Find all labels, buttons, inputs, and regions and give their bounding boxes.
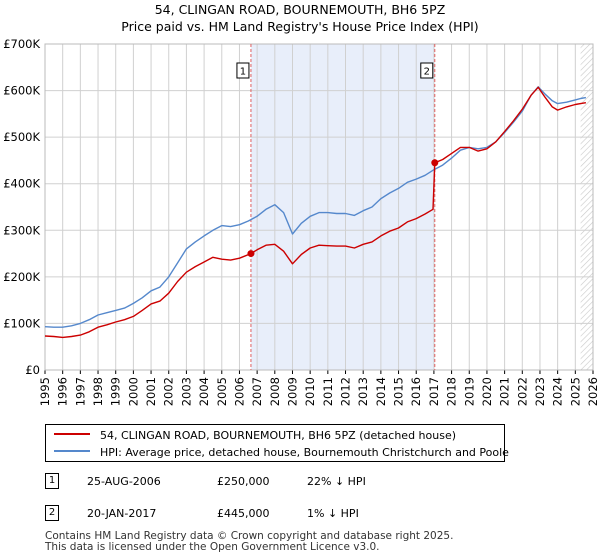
x-tick-label: 2022	[515, 377, 529, 406]
annotation-badge	[236, 62, 250, 79]
x-tick-label: 2006	[232, 377, 246, 406]
y-tick-label: £300K	[3, 223, 40, 237]
x-tick-label: 2018	[445, 377, 459, 406]
transaction-date: 25-AUG-2006	[87, 475, 161, 488]
annotation-badge-label: 2	[424, 67, 430, 78]
x-tick-label: 2001	[144, 377, 158, 406]
future-hatched-region	[580, 44, 593, 370]
x-tick-label: 2013	[356, 377, 370, 406]
legend: 54, CLINGAN ROAD, BOURNEMOUTH, BH6 5PZ (…	[45, 424, 509, 462]
series-line-property	[44, 86, 587, 339]
x-tick-label: 2000	[126, 377, 140, 406]
footer-attribution: Contains HM Land Registry data © Crown c…	[45, 531, 453, 553]
x-tick-label: 2016	[409, 377, 423, 406]
x-tick-label: 2004	[197, 377, 211, 406]
x-tick-label: 2025	[568, 377, 582, 406]
transaction-date: 20-JAN-2017	[87, 507, 157, 520]
x-tick-label: 2003	[179, 377, 193, 406]
transaction-point	[247, 250, 255, 258]
x-tick-label: 2008	[268, 377, 282, 406]
x-tick-label: 1995	[38, 377, 52, 406]
plot-border	[44, 43, 594, 371]
x-tick-label: 2017	[427, 377, 441, 406]
x-tick-label: 2020	[480, 377, 494, 406]
legend-swatch-hpi	[54, 450, 90, 452]
legend-label-hpi: HPI: Average price, detached house, Bour…	[100, 446, 509, 459]
legend-label-property: 54, CLINGAN ROAD, BOURNEMOUTH, BH6 5PZ (…	[100, 429, 457, 442]
x-tick-label: 1996	[56, 377, 70, 406]
y-tick-label: £700K	[3, 37, 40, 51]
transaction-hpi-diff: 1% ↓ HPI	[307, 507, 359, 520]
x-tick-label: 2026	[586, 377, 600, 406]
x-tick-label: 1997	[73, 377, 87, 406]
x-tick-label: 2014	[374, 377, 388, 406]
transaction-number-badge: 1	[45, 473, 59, 489]
series-line-hpi	[44, 86, 587, 328]
x-tick-label: 2023	[533, 377, 547, 406]
transaction-number-badge: 2	[45, 505, 59, 521]
x-tick-label: 2002	[162, 377, 176, 406]
footer-line-1: Contains HM Land Registry data © Crown c…	[45, 530, 454, 542]
chart-subtitle: Price paid vs. HM Land Registry's House …	[121, 19, 478, 34]
y-tick-label: £200K	[3, 270, 40, 284]
ownership-shaded-region	[250, 44, 435, 370]
x-tick-label: 1998	[91, 377, 105, 406]
transaction-price: £250,000	[217, 475, 270, 488]
annotation-badge	[420, 62, 434, 79]
transaction-price: £445,000	[217, 507, 270, 520]
x-tick-label: 2010	[303, 377, 317, 406]
y-tick-label: £400K	[3, 177, 40, 191]
footer-line-2: This data is licensed under the Open Gov…	[45, 541, 380, 553]
x-tick-label: 1999	[109, 377, 123, 406]
x-tick-label: 2012	[339, 377, 353, 406]
legend-item-property: 54, CLINGAN ROAD, BOURNEMOUTH, BH6 5PZ (…	[54, 428, 456, 444]
x-tick-label: 2009	[285, 377, 299, 406]
y-tick-label: £100K	[3, 316, 40, 330]
transaction-point	[431, 159, 439, 167]
y-tick-label: £600K	[3, 84, 40, 98]
x-tick-label: 2021	[498, 377, 512, 406]
x-tick-label: 2024	[551, 377, 565, 406]
x-tick-label: 2011	[321, 377, 335, 406]
y-tick-label: £0	[25, 363, 40, 377]
legend-swatch-property	[54, 433, 90, 435]
y-tick-label: £500K	[3, 130, 40, 144]
x-tick-label: 2005	[215, 377, 229, 406]
x-tick-label: 2019	[462, 377, 476, 406]
transaction-hpi-diff: 22% ↓ HPI	[307, 475, 366, 488]
price-chart: 54, CLINGAN ROAD, BOURNEMOUTH, BH6 5PZ P…	[3, 2, 600, 406]
legend-item-hpi: HPI: Average price, detached house, Bour…	[54, 445, 509, 461]
annotation-badge-label: 1	[240, 67, 246, 78]
x-tick-label: 2007	[250, 377, 264, 406]
x-tick-label: 2015	[392, 377, 406, 406]
chart-title: 54, CLINGAN ROAD, BOURNEMOUTH, BH6 5PZ	[155, 2, 446, 17]
